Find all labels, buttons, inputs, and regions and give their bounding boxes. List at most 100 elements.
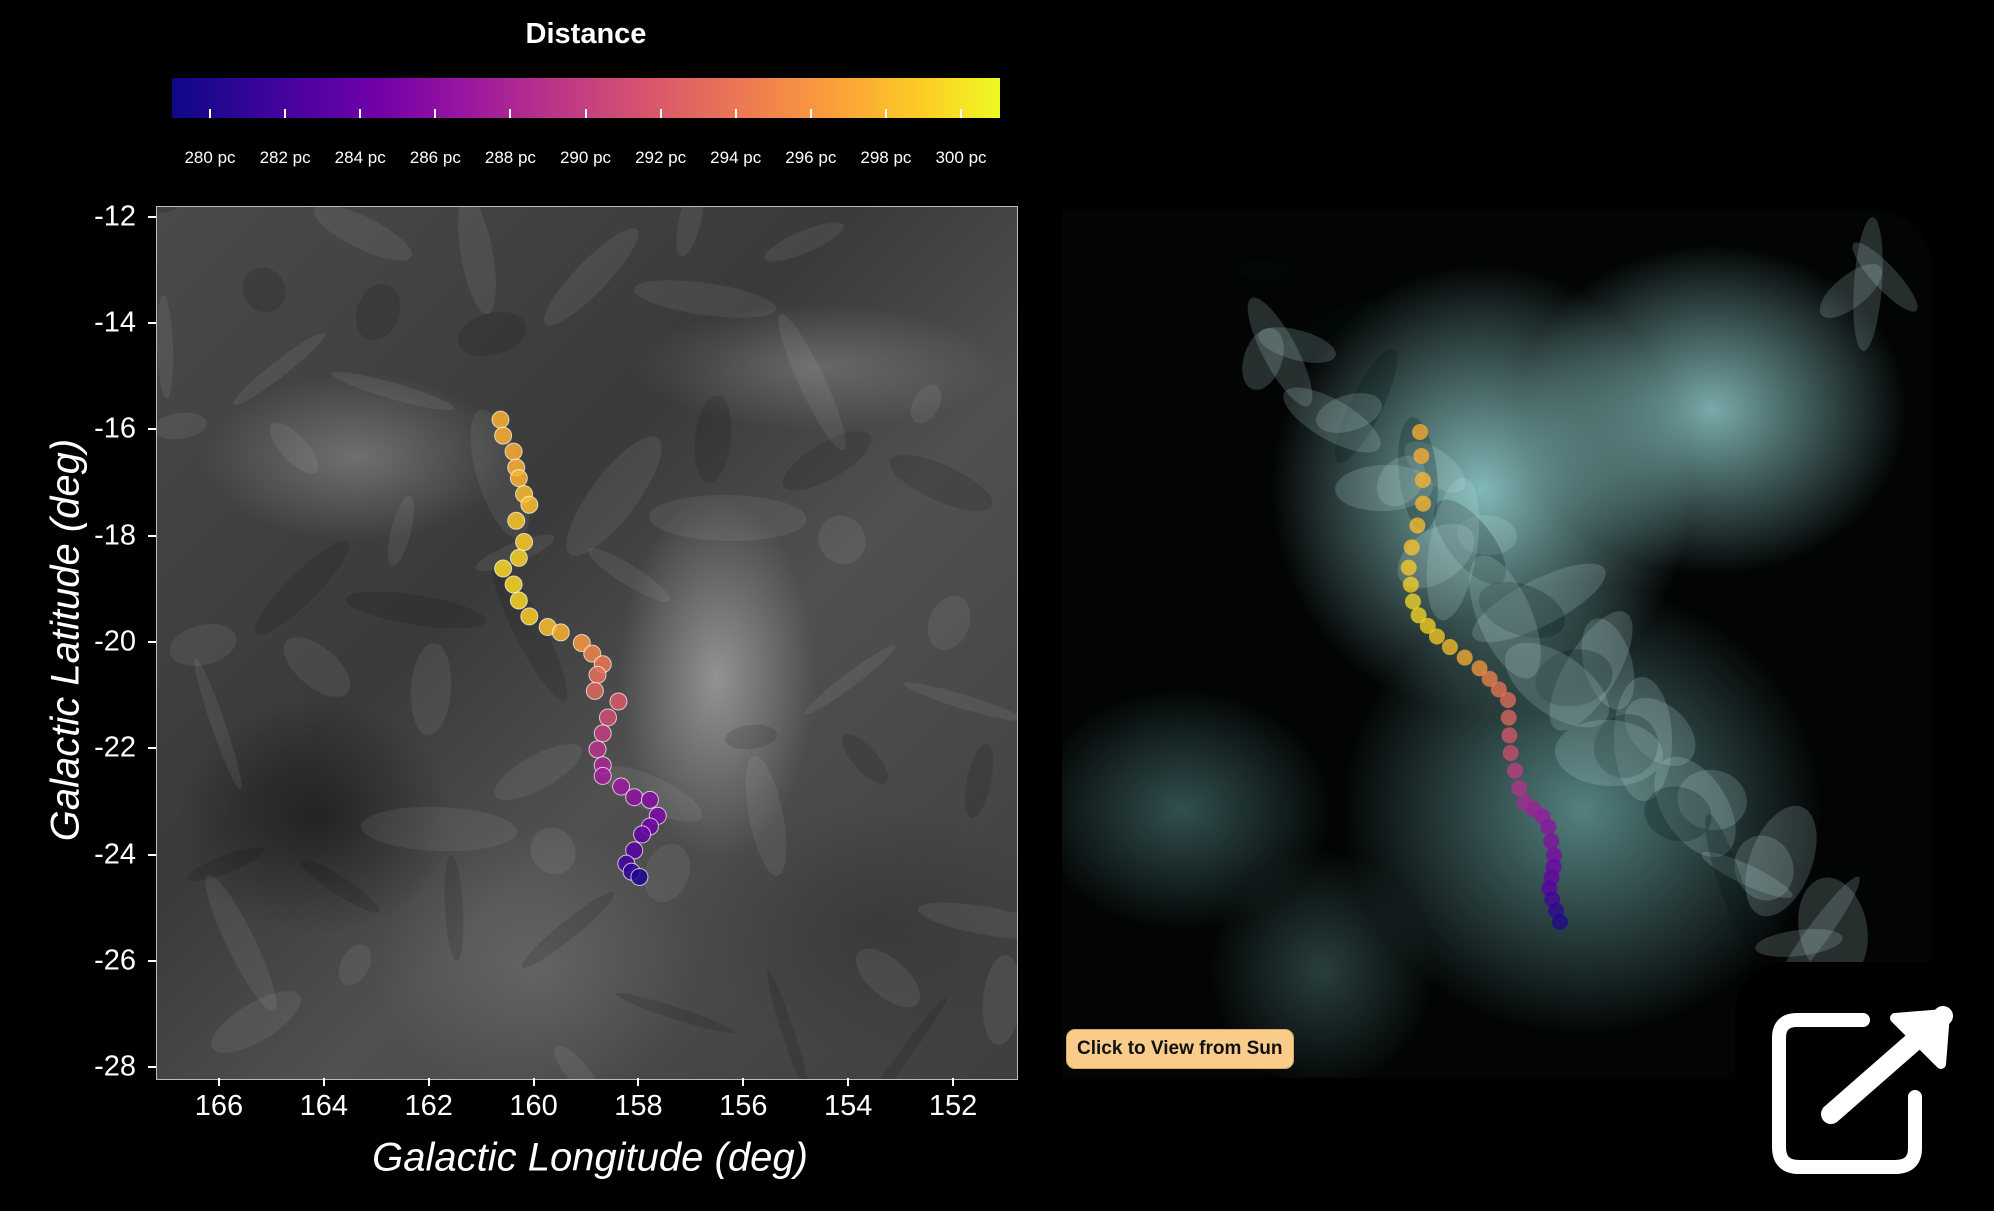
data-point[interactable] — [504, 575, 523, 594]
colorbar-tick-label: 292 pc — [635, 148, 687, 167]
x-tick — [322, 1078, 325, 1086]
y-tick — [148, 534, 156, 537]
x-tick — [637, 1078, 640, 1086]
y-axis-label: Galactic Latitude (deg) — [43, 438, 88, 842]
x-tick — [952, 1078, 955, 1086]
data-point[interactable] — [551, 623, 570, 642]
dust-texture — [767, 970, 811, 1079]
dust-texture — [778, 313, 846, 451]
dust-texture — [157, 412, 207, 440]
dust-texture — [818, 515, 866, 565]
dust-texture — [254, 540, 350, 636]
3d-data-point — [1552, 914, 1568, 930]
data-point[interactable] — [520, 607, 539, 626]
3d-cloud-view[interactable] — [1062, 210, 1932, 1078]
cloud-texture — [1237, 260, 1287, 280]
colorbar-tick — [359, 109, 362, 118]
dust-texture — [676, 207, 704, 257]
data-point[interactable] — [507, 511, 526, 530]
colorbar-tick-label: 296 pc — [785, 148, 837, 167]
data-point[interactable] — [612, 777, 631, 796]
dust-texture — [194, 658, 242, 790]
cloud-texture — [1624, 698, 1696, 766]
colorbar-tick — [434, 109, 437, 118]
3d-data-point — [1415, 495, 1432, 512]
cloud-texture — [1434, 499, 1506, 585]
y-tick-label: -24 — [94, 838, 136, 871]
3d-data-point — [1402, 576, 1419, 593]
cloud-texture — [1535, 649, 1613, 707]
dust-texture — [283, 637, 351, 697]
cloud-texture — [1705, 814, 1755, 950]
cloud-texture — [1316, 393, 1382, 433]
dust-texture — [169, 623, 237, 667]
sky-map-plot[interactable] — [156, 206, 1018, 1080]
colorbar-tick-label: 286 pc — [409, 148, 461, 167]
data-point[interactable] — [520, 495, 539, 514]
y-tick — [148, 215, 156, 218]
data-point[interactable] — [491, 410, 510, 429]
y-tick — [148, 1066, 156, 1069]
3d-data-point — [1506, 762, 1523, 779]
3d-data-point — [1404, 593, 1421, 610]
dust-texture — [694, 395, 732, 483]
x-tick-label: 152 — [928, 1090, 978, 1122]
data-point[interactable] — [509, 469, 528, 488]
dust-texture — [494, 743, 582, 801]
data-point[interactable] — [630, 867, 649, 886]
data-point[interactable] — [593, 766, 612, 785]
cloud-texture — [1613, 677, 1673, 801]
cloud-texture — [1701, 852, 1793, 898]
colorbar-tick — [584, 109, 587, 118]
dust-texture — [841, 733, 889, 785]
dust-texture — [410, 643, 452, 735]
data-point[interactable] — [588, 740, 607, 759]
cloud-texture — [1734, 835, 1794, 901]
view-from-sun-button[interactable]: Click to View from Sun — [1066, 1029, 1294, 1069]
dust-texture — [633, 280, 777, 318]
y-tick-label: -20 — [94, 625, 136, 658]
y-tick-label: -14 — [94, 306, 136, 339]
x-tick — [427, 1078, 430, 1086]
colorbar-title: Distance — [525, 18, 647, 50]
data-point[interactable] — [509, 591, 528, 610]
x-tick — [847, 1078, 850, 1086]
colorbar-tick — [884, 109, 887, 118]
3d-data-point — [1456, 649, 1473, 666]
data-point[interactable] — [625, 841, 644, 860]
data-point[interactable] — [609, 692, 628, 711]
data-point[interactable] — [598, 708, 617, 727]
data-point[interactable] — [509, 548, 528, 567]
sky-map-svg — [157, 207, 1017, 1079]
cloud-texture — [1472, 563, 1606, 643]
cloud-texture — [1478, 581, 1566, 639]
dust-texture — [859, 997, 947, 1079]
3d-view-svg — [1237, 217, 1918, 996]
cloud-texture — [1798, 877, 1868, 981]
y-tick — [148, 747, 156, 750]
y-tick — [148, 960, 156, 963]
cloud-texture — [1555, 719, 1663, 787]
x-tick-label: 154 — [823, 1090, 873, 1122]
x-tick — [742, 1078, 745, 1086]
data-point[interactable] — [588, 665, 607, 684]
data-point[interactable] — [633, 825, 652, 844]
3d-data-point — [1412, 424, 1428, 440]
data-point[interactable] — [593, 724, 612, 743]
expand-button[interactable] — [1735, 962, 1994, 1206]
data-point[interactable] — [494, 426, 513, 445]
colorbar-tick — [659, 109, 662, 118]
data-point[interactable] — [515, 532, 534, 551]
dust-texture — [903, 682, 1017, 722]
dust-texture — [187, 847, 265, 881]
data-point[interactable] — [494, 559, 513, 578]
data-point[interactable] — [640, 790, 659, 809]
y-tick-label: -16 — [94, 412, 136, 445]
data-point[interactable] — [504, 442, 523, 461]
cloud-texture — [1755, 929, 1843, 957]
y-tick — [148, 641, 156, 643]
3d-data-point — [1400, 559, 1417, 576]
data-point[interactable] — [585, 681, 604, 700]
data-point[interactable] — [625, 788, 644, 807]
dust-texture — [982, 955, 1017, 1045]
